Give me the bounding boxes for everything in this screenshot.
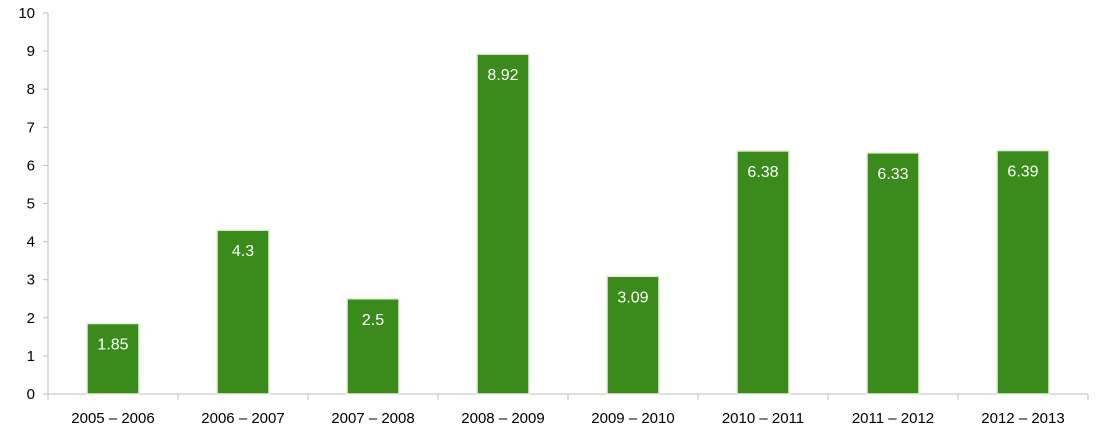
y-tick-label: 10: [18, 5, 35, 22]
x-tick-label: 2011 – 2012: [852, 410, 934, 427]
data-label: 2.5: [362, 312, 384, 329]
data-labels: 1.85 4.3 2.5 8.92 3.09 6.38 6.33 6.39: [97, 67, 1038, 353]
bar: [866, 152, 920, 395]
bar: [346, 298, 400, 395]
bar: [476, 53, 530, 395]
y-tick-label: 5: [27, 196, 35, 213]
bar: [86, 322, 140, 395]
data-label: 6.39: [1007, 164, 1038, 181]
y-tick-label: 1: [27, 348, 35, 365]
y-axis: 0 1 2 3 4 5 6 7 8 9 10: [18, 5, 49, 403]
y-tick-label: 4: [27, 234, 35, 251]
data-label: 1.85: [97, 337, 128, 354]
data-label: 6.38: [747, 164, 778, 181]
bars: [86, 53, 1050, 395]
bar: [996, 149, 1050, 395]
bar: [606, 275, 660, 395]
y-tick-label: 6: [27, 157, 35, 174]
x-tick-label: 2006 – 2007: [201, 410, 284, 427]
bar: [736, 150, 790, 395]
x-tick-label: 2009 – 2010: [591, 410, 674, 427]
data-label: 3.09: [617, 289, 648, 306]
y-tick-label: 3: [27, 272, 35, 289]
x-tick-label: 2010 – 2011: [722, 410, 804, 427]
y-tick-label: 0: [27, 386, 35, 403]
x-axis: 2005 – 2006 2006 – 2007 2007 – 2008 2008 – …: [47, 393, 1089, 427]
data-label: 4.3: [232, 243, 254, 260]
bar: [216, 229, 270, 395]
y-tick-label: 2: [27, 310, 35, 327]
x-tick-label: 2008 – 2009: [461, 410, 544, 427]
x-tick-label: 2005 – 2006: [71, 410, 154, 427]
x-tick-label: 2007 – 2008: [331, 410, 414, 427]
data-label: 6.33: [877, 166, 908, 183]
y-tick-label: 9: [27, 43, 35, 60]
x-tick-label: 2012 – 2013: [981, 410, 1064, 427]
data-label: 8.92: [487, 67, 518, 84]
y-tick-label: 7: [27, 119, 35, 136]
y-tick-label: 8: [27, 81, 35, 98]
